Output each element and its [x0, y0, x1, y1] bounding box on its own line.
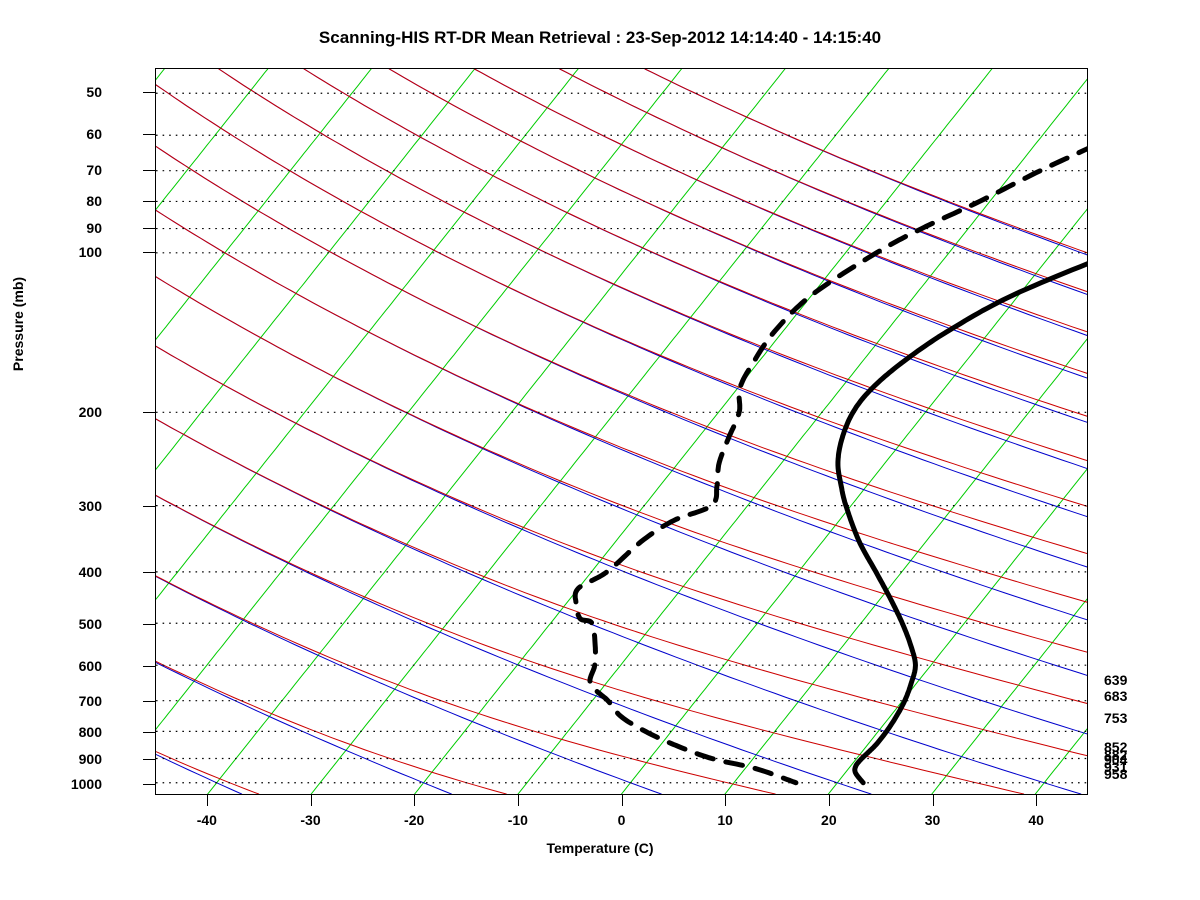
right-pressure-label: 958	[1104, 765, 1128, 782]
right-pressure-label: 931	[1104, 759, 1128, 776]
isotherm-line	[207, 69, 786, 794]
y-tick-label: 1000	[70, 775, 102, 792]
right-pressure-label: 683	[1104, 687, 1128, 704]
y-tick-mark	[143, 92, 155, 94]
x-tick-mark	[1036, 795, 1038, 806]
background-skewt-grid	[156, 69, 1087, 794]
moist-adiabat-line	[303, 69, 1087, 417]
y-tick-mark	[143, 701, 155, 703]
y-tick-mark	[143, 505, 155, 507]
temperature-curve	[835, 261, 1087, 786]
right-pressure-label: 852	[1104, 738, 1128, 755]
moist-adiabat-line	[156, 494, 1025, 794]
x-tick-mark	[932, 795, 934, 806]
x-axis-label: Temperature (C)	[546, 840, 654, 856]
moist-adiabat-line	[474, 69, 1087, 333]
moist-adiabat-line	[218, 69, 1087, 462]
x-tick-label: -40	[196, 812, 217, 828]
moist-adiabat-line	[644, 69, 1087, 254]
x-tick-mark	[206, 795, 208, 806]
moist-adiabat-line	[156, 575, 776, 794]
right-pressure-label: 882	[1104, 746, 1128, 763]
x-tick-label: -20	[404, 812, 425, 828]
y-tick-label: 600	[78, 657, 102, 674]
x-tick-mark	[414, 795, 416, 806]
right-pressure-label: 753	[1104, 710, 1128, 727]
x-tick-label: 20	[821, 812, 837, 828]
dry-adiabat-line	[156, 209, 1087, 621]
x-tick-mark	[725, 795, 727, 806]
isotherm-line	[827, 468, 1087, 794]
dewpoint-curve	[572, 146, 1087, 786]
isotherm-line	[931, 598, 1087, 794]
moist-adiabat-line	[388, 69, 1087, 374]
dry-adiabat-line	[156, 576, 662, 794]
y-tick-mark	[143, 732, 155, 734]
moist-adiabat-line	[156, 145, 1087, 555]
y-tick-label: 300	[78, 497, 102, 514]
sounding-curves	[572, 146, 1087, 786]
y-tick-label: 70	[86, 161, 102, 178]
y-tick-mark	[143, 572, 155, 574]
y-tick-label: 800	[78, 724, 102, 741]
x-tick-mark	[621, 795, 623, 806]
y-tick-label: 900	[78, 751, 102, 768]
isotherm-line	[724, 338, 1087, 794]
moist-adiabat-line	[156, 345, 1087, 704]
isotherm-line	[156, 69, 476, 470]
y-tick-label: 200	[78, 404, 102, 421]
right-pressure-label: 904	[1104, 752, 1128, 769]
dry-adiabat-line	[156, 276, 1087, 676]
x-tick-label: 40	[1028, 812, 1044, 828]
y-tick-label: 700	[78, 693, 102, 710]
x-tick-label: -30	[300, 812, 321, 828]
y-tick-label: 100	[78, 244, 102, 261]
x-tick-label: 30	[924, 812, 941, 828]
moist-adiabat-line	[559, 69, 1087, 293]
isotherm-line	[156, 69, 682, 730]
y-tick-mark	[143, 665, 155, 667]
moist-adiabat-line	[156, 276, 1087, 653]
x-tick-label: -10	[507, 812, 528, 828]
plot-area	[155, 68, 1088, 795]
moist-adiabat-line	[156, 418, 1087, 757]
y-tick-label: 50	[86, 84, 102, 101]
y-tick-mark	[143, 227, 155, 229]
moist-adiabat-line	[156, 209, 1087, 603]
y-tick-mark	[143, 200, 155, 202]
y-tick-label: 90	[86, 219, 102, 236]
y-tick-mark	[143, 623, 155, 625]
x-tick-mark	[828, 795, 830, 806]
dry-adiabat-line	[156, 662, 452, 794]
x-tick-mark	[517, 795, 519, 806]
y-tick-mark	[143, 134, 155, 136]
y-tick-mark	[143, 759, 155, 761]
right-pressure-label: 639	[1104, 672, 1128, 689]
isotherm-line	[156, 69, 579, 600]
y-tick-mark	[143, 169, 155, 171]
y-tick-label: 60	[86, 126, 102, 143]
y-tick-mark	[143, 412, 155, 414]
x-tick-label: 10	[717, 812, 733, 828]
isotherm-line	[414, 69, 993, 794]
moist-adiabat-line	[156, 660, 507, 794]
isotherm-line	[156, 69, 269, 211]
y-tick-label: 400	[78, 564, 102, 581]
page-title: Scanning-HIS RT-DR Mean Retrieval : 23-S…	[318, 28, 882, 47]
x-tick-label: 0	[617, 812, 626, 828]
dry-adiabat-line	[156, 495, 872, 794]
y-tick-mark	[143, 252, 155, 254]
isotherm-line	[156, 69, 372, 341]
x-tick-mark	[310, 795, 312, 806]
y-tick-mark	[143, 783, 155, 785]
moist-adiabat-line	[156, 84, 1087, 507]
y-tick-label: 80	[86, 192, 102, 209]
isotherm-line	[310, 69, 889, 794]
y-tick-label: 500	[78, 615, 102, 632]
